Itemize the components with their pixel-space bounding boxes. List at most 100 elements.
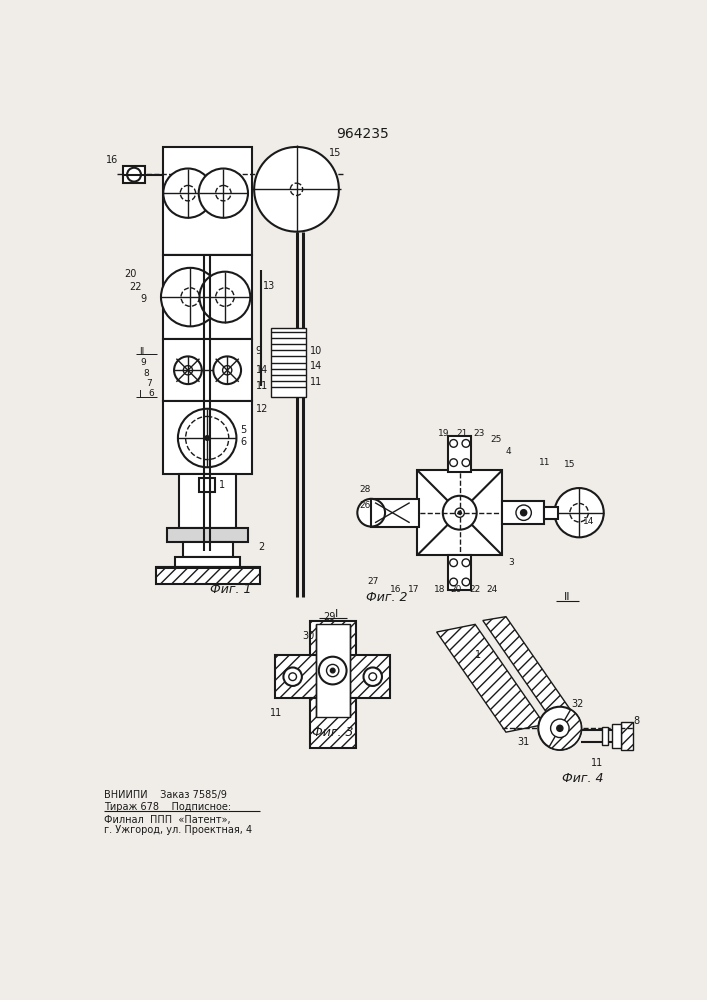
Bar xyxy=(612,724,621,748)
Circle shape xyxy=(551,719,569,738)
Circle shape xyxy=(216,288,234,306)
Circle shape xyxy=(161,268,219,326)
Text: 964235: 964235 xyxy=(337,127,389,141)
Polygon shape xyxy=(483,617,575,721)
Text: 19: 19 xyxy=(438,429,450,438)
Circle shape xyxy=(319,657,346,684)
Text: 9: 9 xyxy=(256,346,262,356)
Text: ВНИИПИ    Заказ 7585/9: ВНИИПИ Заказ 7585/9 xyxy=(104,790,227,800)
Circle shape xyxy=(330,668,335,673)
Bar xyxy=(602,727,608,745)
Circle shape xyxy=(520,510,527,516)
Circle shape xyxy=(450,440,457,447)
Circle shape xyxy=(450,559,457,567)
Text: 8: 8 xyxy=(633,716,639,726)
Text: 6: 6 xyxy=(240,437,247,447)
Bar xyxy=(502,501,544,524)
Wedge shape xyxy=(549,710,581,750)
Circle shape xyxy=(174,356,201,384)
Bar xyxy=(163,147,252,255)
Text: 32: 32 xyxy=(571,699,584,709)
Text: 9: 9 xyxy=(140,294,146,304)
Circle shape xyxy=(443,496,477,530)
Text: I: I xyxy=(139,390,141,400)
Circle shape xyxy=(199,169,248,218)
Circle shape xyxy=(254,147,339,232)
Bar xyxy=(123,166,145,183)
Text: г. Ужгород, ул. Проектная, 4: г. Ужгород, ул. Проектная, 4 xyxy=(104,825,252,835)
Text: 20: 20 xyxy=(124,269,136,279)
Text: 17: 17 xyxy=(408,585,420,594)
Text: 21: 21 xyxy=(456,429,467,438)
Circle shape xyxy=(462,578,469,586)
Circle shape xyxy=(557,725,563,731)
Bar xyxy=(182,542,233,557)
Circle shape xyxy=(357,499,385,527)
Bar xyxy=(271,328,305,397)
Text: Фиг. 2: Фиг. 2 xyxy=(366,591,407,604)
Text: Тираж 678    Подписное:: Тираж 678 Подписное: xyxy=(104,802,231,812)
Text: 14: 14 xyxy=(310,361,322,371)
Circle shape xyxy=(127,168,141,182)
Bar xyxy=(417,470,502,555)
Text: 31: 31 xyxy=(518,737,530,747)
Circle shape xyxy=(450,578,457,586)
Text: 17: 17 xyxy=(176,256,189,266)
Bar xyxy=(310,698,356,748)
Polygon shape xyxy=(437,624,544,732)
Circle shape xyxy=(205,436,209,440)
Circle shape xyxy=(450,459,457,467)
Bar xyxy=(310,620,356,674)
Circle shape xyxy=(538,707,581,750)
Text: 4: 4 xyxy=(506,447,512,456)
Bar xyxy=(156,567,259,584)
Text: 22: 22 xyxy=(129,282,141,292)
Text: 6: 6 xyxy=(148,389,154,398)
Text: 11: 11 xyxy=(539,458,551,467)
Text: 1: 1 xyxy=(218,480,225,490)
Bar xyxy=(163,401,252,474)
Circle shape xyxy=(284,667,302,686)
Text: 25: 25 xyxy=(491,435,502,444)
Circle shape xyxy=(223,366,232,375)
Text: 9: 9 xyxy=(141,358,146,367)
Circle shape xyxy=(462,440,469,447)
Circle shape xyxy=(288,673,296,681)
Text: 14: 14 xyxy=(256,365,268,375)
Text: 30: 30 xyxy=(302,631,314,641)
Bar xyxy=(371,499,419,527)
Circle shape xyxy=(199,272,250,323)
Circle shape xyxy=(554,488,604,537)
Circle shape xyxy=(178,409,236,467)
Bar xyxy=(448,555,472,590)
Text: 18: 18 xyxy=(219,256,232,266)
Text: Фиг. 3: Фиг. 3 xyxy=(312,726,354,739)
Circle shape xyxy=(214,356,241,384)
Text: 26: 26 xyxy=(360,500,371,510)
Text: 11: 11 xyxy=(590,758,603,768)
Text: 28: 28 xyxy=(360,485,371,494)
Bar xyxy=(316,624,350,717)
Text: 14: 14 xyxy=(583,517,595,526)
Text: 1: 1 xyxy=(475,650,481,660)
Text: 16: 16 xyxy=(390,585,402,594)
Text: 20: 20 xyxy=(450,585,462,594)
Text: 27: 27 xyxy=(368,578,379,586)
Text: 13: 13 xyxy=(264,281,276,291)
Bar xyxy=(163,339,252,401)
Text: 10: 10 xyxy=(310,346,322,356)
Circle shape xyxy=(516,505,532,520)
Circle shape xyxy=(458,511,461,514)
Text: 15: 15 xyxy=(329,148,341,158)
Text: 15: 15 xyxy=(563,460,575,469)
Bar xyxy=(179,474,236,528)
Text: 11: 11 xyxy=(269,708,282,718)
Bar xyxy=(275,655,390,698)
Circle shape xyxy=(186,416,229,460)
Text: 22: 22 xyxy=(469,585,480,594)
Circle shape xyxy=(327,664,339,677)
Circle shape xyxy=(216,185,231,201)
Text: 2: 2 xyxy=(258,542,264,552)
Circle shape xyxy=(180,185,196,201)
Text: 23: 23 xyxy=(474,429,485,438)
